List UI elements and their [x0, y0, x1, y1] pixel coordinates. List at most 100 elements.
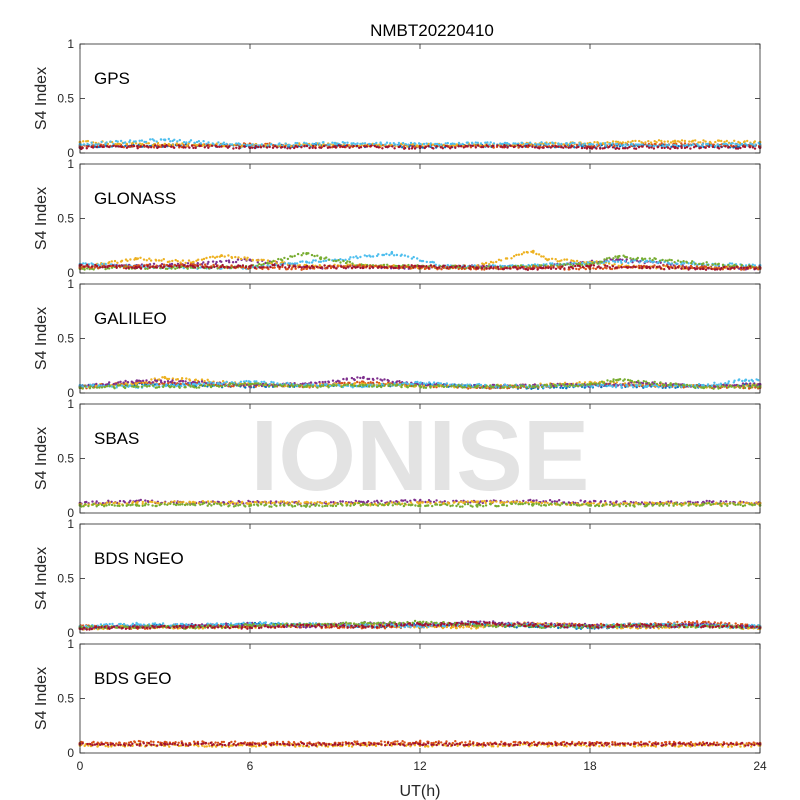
- data-point: [328, 143, 331, 146]
- data-point: [611, 140, 615, 143]
- data-point: [161, 144, 164, 147]
- data-point: [406, 145, 409, 148]
- data-point: [291, 262, 294, 265]
- data-point: [441, 147, 444, 150]
- data-point: [312, 266, 315, 269]
- data-point: [429, 386, 432, 389]
- data-point: [429, 264, 432, 267]
- data-point: [623, 378, 626, 381]
- data-point: [614, 260, 617, 264]
- data-point: [749, 142, 752, 145]
- data-point: [556, 260, 559, 263]
- data-point: [685, 261, 689, 264]
- data-point: [159, 265, 162, 268]
- data-point: [446, 141, 449, 145]
- data-point: [492, 267, 495, 270]
- data-point: [108, 145, 111, 149]
- data-point: [516, 144, 520, 147]
- data-point: [683, 139, 687, 143]
- data-point: [215, 265, 218, 268]
- data-point: [296, 252, 300, 256]
- y-axis-label: S4 Index: [33, 67, 50, 130]
- data-point: [140, 385, 144, 388]
- data-point: [756, 386, 759, 389]
- data-point: [390, 265, 393, 269]
- data-point: [506, 146, 509, 149]
- data-point: [341, 145, 344, 149]
- data-point: [592, 261, 595, 265]
- data-point: [125, 142, 129, 146]
- data-point: [727, 145, 730, 149]
- data-point: [724, 145, 727, 148]
- data-point: [206, 262, 209, 265]
- data-point: [315, 265, 318, 268]
- data-point: [461, 386, 464, 389]
- data-point: [346, 263, 349, 266]
- data-point: [343, 381, 346, 385]
- data-point: [720, 266, 723, 270]
- data-point: [389, 142, 392, 145]
- data-point: [350, 142, 353, 145]
- data-point: [397, 141, 401, 145]
- data-point: [150, 146, 153, 149]
- data-point: [584, 267, 587, 271]
- data-point: [256, 261, 259, 264]
- data-point: [362, 375, 365, 379]
- data-point: [437, 143, 440, 146]
- data-point: [459, 384, 462, 388]
- data-point: [406, 386, 409, 389]
- data-point: [751, 380, 755, 383]
- data-point: [612, 257, 615, 260]
- data-point: [337, 144, 340, 147]
- data-point: [253, 146, 257, 150]
- data-point: [104, 265, 107, 269]
- data-point: [292, 144, 295, 147]
- data-point: [466, 145, 469, 148]
- data-point: [492, 144, 495, 148]
- data-point: [697, 144, 700, 147]
- data-point: [634, 147, 638, 150]
- data-point: [327, 381, 331, 384]
- data-point: [702, 139, 705, 142]
- data-point: [609, 380, 612, 383]
- data-point: [79, 386, 82, 389]
- data-point: [711, 145, 715, 148]
- data-point: [359, 384, 362, 387]
- data-point: [439, 146, 442, 149]
- data-point: [698, 262, 701, 266]
- data-point: [595, 147, 598, 150]
- data-point: [581, 143, 584, 146]
- data-point: [395, 253, 399, 257]
- data-point: [615, 146, 619, 150]
- data-point: [83, 265, 86, 268]
- data-point: [696, 384, 699, 387]
- data-point: [710, 267, 713, 271]
- data-point: [463, 267, 466, 271]
- data-point: [733, 379, 736, 382]
- data-point: [319, 260, 323, 263]
- data-point: [387, 379, 390, 383]
- data-point: [118, 384, 122, 387]
- data-point: [405, 265, 408, 268]
- data-point: [134, 142, 138, 145]
- data-point: [381, 379, 384, 382]
- data-point: [706, 263, 710, 267]
- data-point: [173, 385, 176, 389]
- data-point: [669, 147, 672, 150]
- data-point: [633, 147, 636, 150]
- data-point: [637, 379, 640, 383]
- data-point: [650, 383, 654, 386]
- data-point: [239, 257, 243, 261]
- data-point: [551, 145, 554, 148]
- data-point: [352, 142, 355, 145]
- data-point: [542, 255, 545, 258]
- data-point: [425, 260, 428, 264]
- data-point: [641, 143, 644, 146]
- data-point: [142, 265, 146, 268]
- data-point: [212, 143, 215, 146]
- data-point: [445, 382, 449, 385]
- data-point: [283, 256, 286, 260]
- data-point: [122, 266, 126, 270]
